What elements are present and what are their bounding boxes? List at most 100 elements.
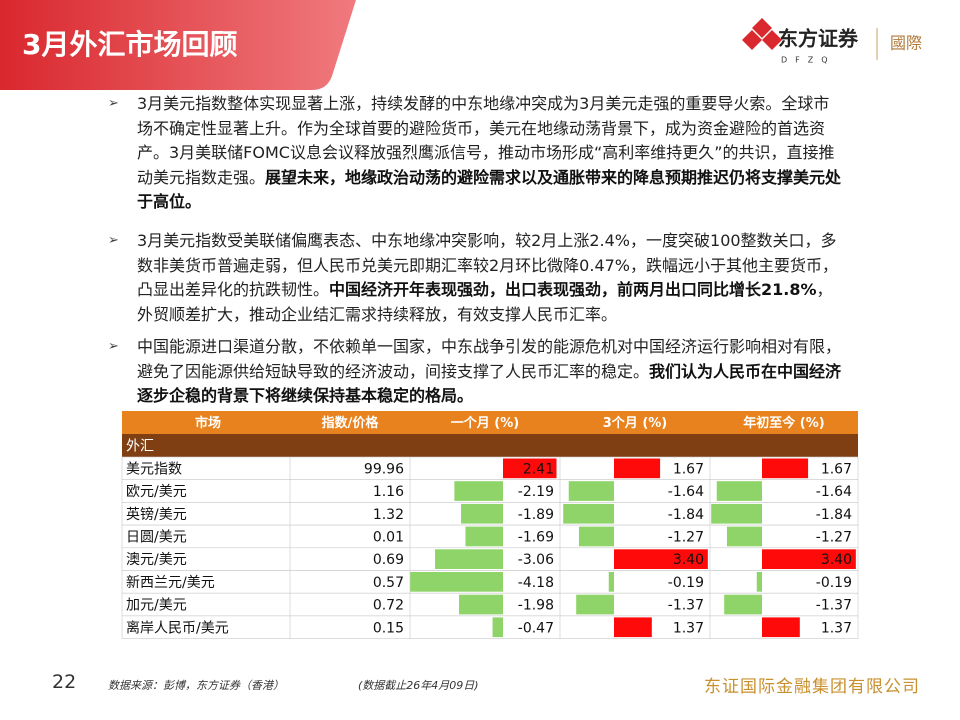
cell-value: -0.19 [668,575,704,591]
bullet-marker: ➢ [108,96,119,111]
column-header: 3个月 (%) [603,415,667,431]
header: 3月外汇市场回顾 东方证券 DFZQ 國際 [0,0,922,90]
bar-negative [716,481,762,501]
cell-label: 美元指数 [126,461,182,477]
cell-value: 99.96 [364,461,404,477]
column-header: 一个月 (%) [451,415,519,431]
cell-label: 离岸人民币/美元 [126,619,229,636]
cell-value: -1.98 [518,598,554,614]
row-bg [121,615,859,639]
cell-value: 3.40 [821,552,852,568]
cell-label: 澳元/美元 [126,552,187,568]
text: 3月美元指数整体实现显著上涨，持续发酵的中东地缘冲突成为3月美元走强的重要导火索… [137,94,835,187]
bar-negative [459,594,503,615]
bullet-marker: ➢ [108,339,119,354]
bar-negative [576,594,614,615]
cell-label: 英镑/美元 [126,506,187,523]
bar-negative [608,572,614,592]
cell-value: -3.06 [518,552,554,568]
title: 3月外汇市场回顾 [22,28,237,61]
cell-value: -4.18 [518,575,554,591]
bar-positive [614,458,661,479]
cell-value: 1.67 [821,461,852,477]
page-number: 22 [52,671,77,693]
cell-value: 0.69 [373,552,404,568]
cell-value: -1.84 [668,507,704,523]
bar-negative [726,526,762,547]
source: 数据来源：彭博，东方证券（香港） [108,679,284,692]
cell-value: -1.37 [668,598,704,614]
cell-value: 1.32 [373,507,404,523]
cell-value: -1.64 [668,484,704,500]
bullet-marker: ➢ [108,233,119,248]
cell-value: 0.57 [373,575,404,591]
bullet-text: 3月美元指数受美联储偏鹰表态、中东地缘冲突影响，较2月上涨2.4%，一度突破10… [137,229,842,327]
text: 中国能源进口渠道分散，不依赖单一国家，中东战争引发的能源危机对中国经济运行影响相… [137,337,842,381]
cell-label: 欧元/美元 [126,484,187,500]
cell-value: 1.37 [821,620,852,636]
company: 东证国际金融集团有限公司 [704,677,920,697]
cell-value: -1.37 [816,598,852,614]
cell-value: 1.37 [673,620,704,636]
bar-positive [503,458,557,479]
bullet-text: 中国能源进口渠道分散，不依赖单一国家，中东战争引发的能源危机对中国经济运行影响相… [137,335,842,409]
cell-label: 新西兰元/美元 [126,575,215,591]
text: ，外贸顺差扩大，推动企业结汇需求持续释放，有效支撑人民币汇率。 [137,280,833,324]
cell-value: 0.01 [373,529,404,545]
section-row [122,434,858,457]
row-bg [121,456,859,481]
logo-icon [742,18,782,50]
bar-negative [578,526,614,547]
bar-negative [461,503,503,524]
cell-value: -1.69 [518,529,554,545]
header-row [122,411,858,434]
bar-positive [762,549,856,569]
text: 3月美元指数受美联储偏鹰表态、中东地缘冲突影响，较2月上涨2.4%，一度突破10… [137,231,839,299]
bar-negative [465,526,503,547]
bar-negative [410,572,503,592]
cell-value: 3.40 [673,552,704,568]
cell-value: -0.47 [518,620,554,636]
bar-negative [454,481,503,501]
logo-sub: DFZQ [781,56,836,65]
column-header: 年初至今 (%) [743,415,824,431]
column-header: 市场 [195,415,221,431]
bar-positive [762,458,809,479]
cell-label: 加元/美元 [126,598,187,614]
bar-negative [724,594,762,615]
date-note: (数据截止26年4月09日) [358,679,479,692]
bar-positive [614,617,652,638]
bold-text: 展望未来，地缘政治动荡的避险需求以及通胀带来的降息预期推迟仍将支撑美元处于高位。 [137,167,842,212]
cell-value: 0.15 [373,620,404,636]
bold-text: 我们认为人民币在中国经济逐步企稳的背景下将继续保持基本稳定的格局。 [137,361,842,406]
cell-value: -1.27 [816,529,852,545]
logo-name: 东方证券 [778,27,859,51]
bar-positive [762,617,800,638]
cell-value: 2.41 [523,461,554,477]
bar-negative [492,617,503,638]
bar-negative [711,503,762,524]
cell-value: -1.64 [816,484,852,500]
bar-negative [568,481,614,501]
cell-value: -1.84 [816,507,852,523]
bar-positive [614,549,708,569]
cell-value: -0.19 [816,575,852,591]
cell-value: -1.89 [518,507,554,523]
cell-value: -2.19 [518,484,554,500]
logo-tag: 國際 [890,34,922,53]
cell-value: 0.72 [373,598,404,614]
cell-value: -1.27 [668,529,704,545]
section-label: 外汇 [126,439,154,455]
bullet-text: 3月美元指数整体实现显著上涨，持续发酵的中东地缘冲突成为3月美元走强的重要导火索… [137,92,842,215]
cell-value: 1.16 [373,484,404,500]
bold-text: 中国经济开年表现强劲，出口表现强劲，前两月出口同比增长21.8% [329,280,817,299]
bar-negative [756,572,762,592]
cell-value: 1.67 [673,461,704,477]
bar-negative [435,549,503,569]
title-banner [0,0,356,90]
bar-negative [563,503,614,524]
column-header: 指数/价格 [322,415,380,431]
cell-label: 日圆/美元 [126,529,187,545]
